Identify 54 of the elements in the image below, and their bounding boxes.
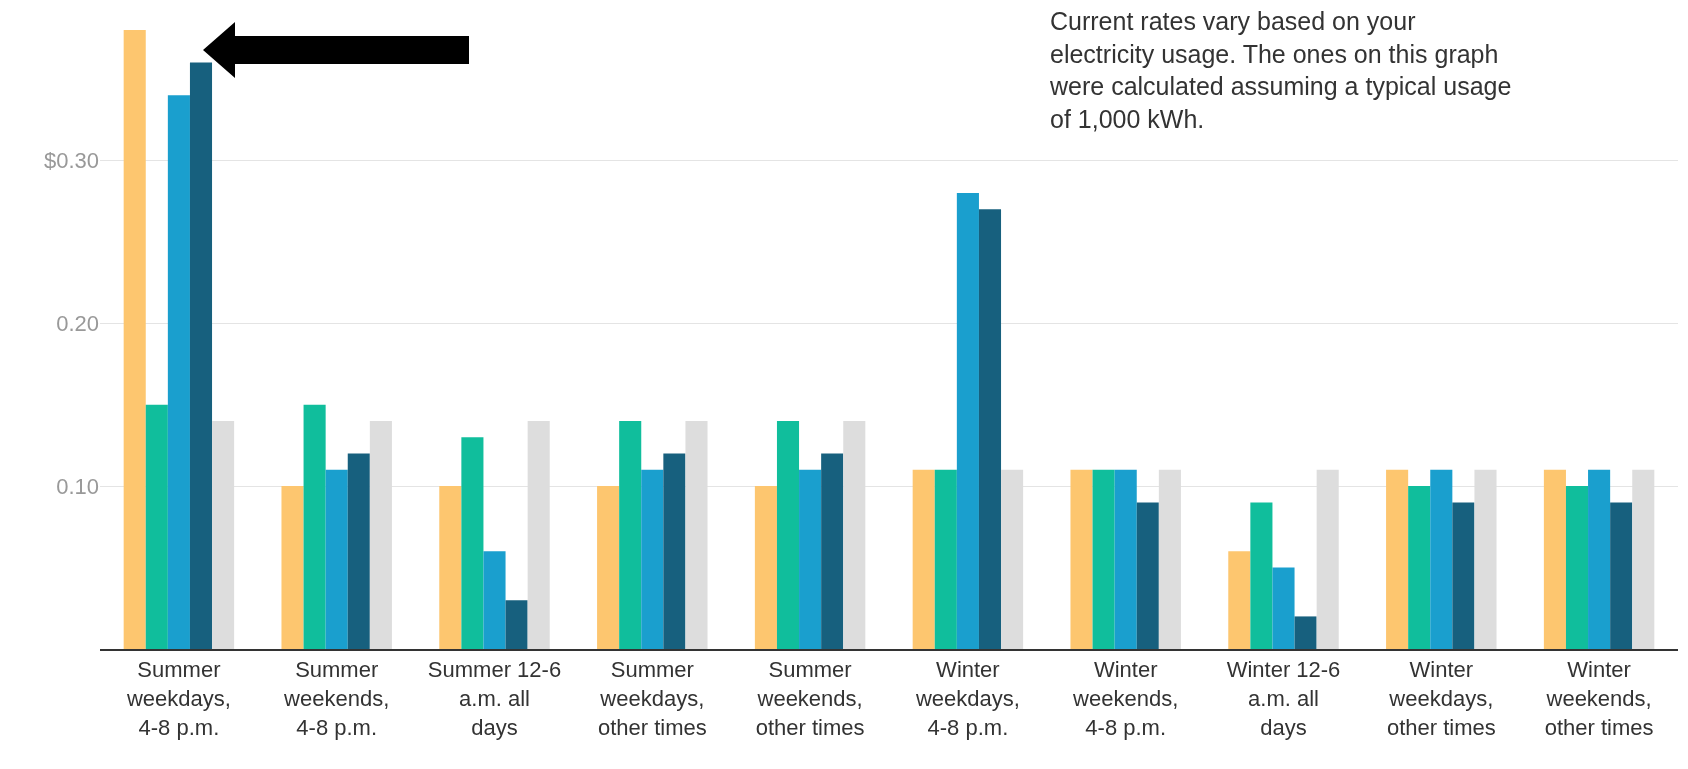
- x-tick-label: Summer weekends, 4-8 p.m.: [283, 657, 390, 740]
- x-tick-label: Summer weekdays, 4-8 p.m.: [125, 657, 231, 740]
- bar: [1092, 469, 1115, 649]
- x-tick-label: Winter weekends, other times: [1544, 657, 1654, 740]
- x-tick-label: Summer weekends, other times: [755, 657, 865, 740]
- bar: [754, 486, 777, 649]
- y-tick-label: 0.20: [56, 310, 99, 336]
- bar: [1588, 469, 1611, 649]
- bar: [821, 453, 844, 649]
- x-tick-label: Winter weekdays, 4-8 p.m.: [914, 657, 1020, 740]
- bar: [461, 437, 484, 649]
- bar: [663, 453, 686, 649]
- bar: [1294, 616, 1317, 649]
- bar: [1386, 469, 1409, 649]
- bar: [303, 404, 326, 649]
- bar: [934, 469, 957, 649]
- bar: [597, 486, 620, 649]
- bar: [1430, 469, 1453, 649]
- x-tick-label: Winter 12-6 a.m. all days: [1226, 657, 1341, 740]
- bar: [912, 469, 935, 649]
- y-tick-label: 0.10: [56, 473, 99, 499]
- bar: [1272, 567, 1295, 649]
- bar: [145, 404, 168, 649]
- bar: [1452, 502, 1475, 649]
- x-tick-label: Winter weekends, 4-8 p.m.: [1072, 657, 1179, 740]
- bar: [189, 62, 213, 649]
- bar: [776, 420, 800, 649]
- bar: [1070, 469, 1093, 649]
- bar: [1610, 502, 1633, 649]
- bar: [483, 551, 506, 649]
- annotation: Current rates vary based on your electricity usage. The ones on this graph were calculated assuming a typical usage of 1,000 kWh.: [1049, 7, 1512, 133]
- bar: [439, 486, 462, 649]
- bar: [978, 209, 1002, 649]
- bar: [1408, 486, 1431, 649]
- bar: [1543, 469, 1566, 649]
- bar: [325, 469, 348, 649]
- bar: [619, 420, 642, 649]
- bar: [799, 469, 822, 649]
- x-tick-label: Summer weekdays, other times: [597, 657, 707, 740]
- bar: [505, 600, 528, 649]
- x-tick-label: Winter weekdays, other times: [1386, 657, 1496, 740]
- y-tick-label: $0.30: [43, 148, 99, 174]
- bar: [1114, 469, 1137, 649]
- bar: [123, 30, 146, 649]
- bar: [641, 469, 664, 649]
- bar: [1565, 486, 1589, 649]
- bar: [956, 192, 979, 649]
- bar: [281, 486, 304, 649]
- bar: [1228, 551, 1251, 649]
- bar: [347, 453, 370, 649]
- bar: [1136, 502, 1159, 649]
- x-tick-label: Summer 12-6 a.m. all days: [427, 657, 562, 740]
- bar: [1250, 502, 1273, 649]
- bar: [167, 95, 190, 649]
